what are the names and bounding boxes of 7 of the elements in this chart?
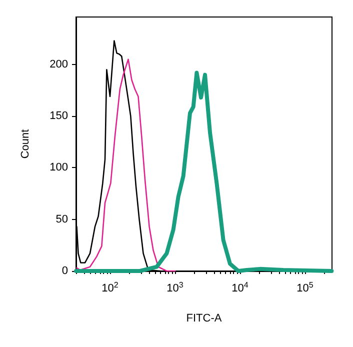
y-tick-label: 0 xyxy=(62,265,68,277)
y-tick-label: 50 xyxy=(56,213,68,226)
y-tick-label: 150 xyxy=(50,110,68,122)
y-tick-label: 200 xyxy=(50,58,68,70)
y-axis-title: Count xyxy=(20,129,32,159)
y-tick-label: 100 xyxy=(50,162,68,174)
x-axis-title: FITC-A xyxy=(186,312,222,324)
